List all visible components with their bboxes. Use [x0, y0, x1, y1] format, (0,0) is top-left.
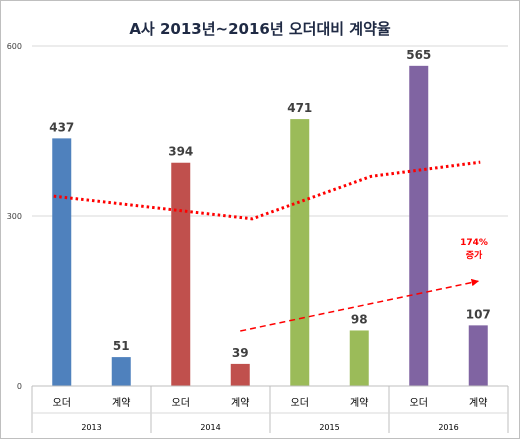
bar-2013-오더 — [52, 138, 72, 386]
bars-layer — [52, 65, 488, 386]
x-tick-label-2016-오더: 오더 — [410, 397, 428, 409]
y-tick-label-0: 0 — [17, 382, 22, 391]
trend-arrow-dashed — [240, 278, 479, 332]
bar-2014-오더 — [171, 162, 191, 386]
y-tick-label-300: 300 — [7, 212, 22, 221]
x-group-label-2016: 2016 — [438, 423, 458, 432]
x-tick-label-2016-계약: 계약 — [469, 397, 487, 409]
x-tick-label-2013-오더: 오더 — [53, 397, 71, 409]
data-label-2016-오더: 565 — [406, 48, 431, 62]
x-tick-label-2014-계약: 계약 — [231, 397, 249, 409]
x-tick-label-2015-오더: 오더 — [291, 397, 309, 409]
bar-2015-계약 — [349, 330, 369, 386]
data-label-2015-오더: 471 — [287, 101, 312, 115]
bar-2015-오더 — [290, 119, 310, 386]
data-label-2016-계약: 107 — [466, 307, 491, 321]
bar-2016-계약 — [468, 325, 488, 386]
grid-layer — [32, 45, 508, 217]
x-tick-label-2013-계약: 계약 — [112, 397, 130, 409]
trend-line-dotted — [53, 160, 481, 221]
x-tick-label-2015-계약: 계약 — [350, 397, 368, 409]
x-group-label-2013: 2013 — [81, 423, 101, 432]
bar-2014-계약 — [230, 363, 250, 386]
data-label-2014-오더: 394 — [168, 145, 193, 159]
x-group-label-2015: 2015 — [319, 423, 339, 432]
data-label-2013-오더: 437 — [49, 120, 74, 134]
data-label-2013-계약: 51 — [113, 339, 130, 353]
axis-layer: 0 300 600 오더 계약 2013 오더 계약 2014 오더 계약 2015 오더 계약 2016 — [7, 42, 509, 433]
trend-layer — [53, 160, 481, 332]
data-label-2015-계약: 98 — [351, 312, 368, 326]
x-tick-label-2014-오더: 오더 — [172, 397, 190, 409]
labels-layer: 437 51 394 39 471 98 565 107 — [49, 48, 491, 360]
data-label-2014-계약: 39 — [232, 346, 249, 360]
annotation-percent: 174% — [460, 238, 488, 248]
bar-2016-오더 — [409, 65, 429, 386]
annotation-increase: 증가 — [466, 249, 483, 261]
x-group-label-2014: 2014 — [200, 423, 220, 432]
y-tick-label-600: 600 — [7, 42, 22, 51]
bar-2013-계약 — [111, 357, 131, 386]
chart-title: A사 2013년~2016년 오더대비 계약율 — [129, 20, 391, 38]
